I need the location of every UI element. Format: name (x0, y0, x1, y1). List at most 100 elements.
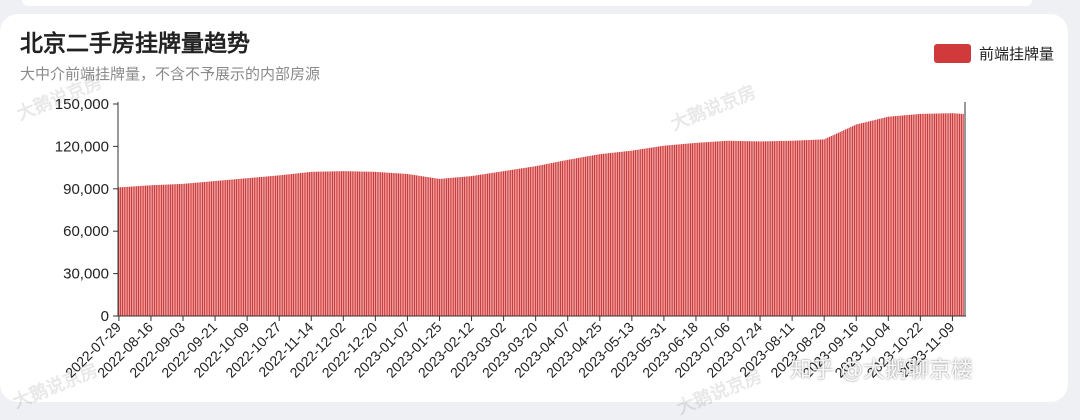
bar (472, 175, 474, 316)
bar (615, 152, 617, 316)
bar (698, 142, 701, 316)
bar (488, 173, 490, 316)
bar (486, 173, 489, 316)
bar (380, 172, 382, 316)
bar (811, 139, 813, 316)
bar (950, 113, 952, 316)
bar (157, 184, 159, 316)
bar (878, 118, 881, 316)
bar (305, 172, 307, 316)
bar (337, 171, 339, 316)
bar (490, 173, 492, 316)
bar (771, 141, 774, 316)
bar (372, 171, 375, 316)
bar (283, 174, 286, 316)
bar (143, 185, 145, 316)
bar (264, 176, 266, 316)
bar (730, 140, 733, 316)
bar (508, 170, 510, 316)
bar (581, 157, 583, 316)
bar (574, 158, 576, 316)
bar (634, 150, 637, 316)
bar (392, 173, 394, 316)
bar (435, 178, 437, 316)
bar (869, 121, 872, 316)
bar (405, 173, 407, 316)
bar (502, 171, 505, 316)
bar (531, 166, 533, 316)
bar (162, 184, 165, 316)
bar (812, 139, 815, 316)
bar (739, 141, 742, 316)
bar (333, 171, 336, 316)
bar (937, 113, 939, 316)
bar (706, 142, 708, 316)
legend[interactable]: 前端挂牌量 (934, 42, 1054, 64)
bar (714, 141, 717, 316)
bar (551, 163, 553, 316)
bar (168, 184, 170, 316)
bar (689, 143, 692, 316)
bar (353, 171, 355, 316)
bar (228, 179, 230, 316)
bar (540, 165, 542, 316)
bar (821, 139, 824, 316)
bar (907, 114, 909, 317)
bar (957, 113, 959, 316)
bar (641, 148, 644, 316)
bar (921, 113, 923, 316)
bar (396, 173, 398, 316)
bar (451, 177, 453, 316)
bar (748, 141, 751, 316)
bar (597, 154, 599, 316)
bar (262, 176, 264, 316)
bar (152, 185, 154, 316)
bar (194, 182, 197, 316)
bar (387, 172, 389, 316)
bar (901, 115, 904, 317)
bar (681, 144, 683, 316)
bar (324, 171, 327, 316)
bar (285, 174, 287, 316)
bar (716, 141, 718, 316)
bar (458, 177, 460, 316)
bar (536, 165, 539, 316)
bar (134, 186, 136, 316)
bar (274, 175, 277, 316)
bar (417, 175, 419, 316)
bar (390, 172, 393, 316)
bar (364, 171, 366, 316)
bar (447, 178, 450, 316)
bar (415, 175, 417, 316)
bar (356, 171, 359, 316)
bar (559, 161, 562, 316)
bar (805, 140, 808, 316)
bar (738, 140, 740, 316)
bar (850, 126, 852, 316)
bar (456, 177, 458, 316)
bar (378, 172, 380, 316)
bar (198, 182, 200, 316)
bar (406, 173, 409, 316)
bar (613, 152, 615, 316)
bar (841, 131, 843, 316)
bar (711, 141, 713, 316)
bar (643, 148, 645, 316)
bar (437, 178, 439, 316)
bar (535, 166, 537, 316)
bar (928, 113, 930, 316)
bar (816, 139, 818, 316)
bar (292, 173, 295, 316)
bar (944, 113, 946, 316)
bar (691, 143, 694, 316)
bar (736, 140, 738, 316)
bar (127, 186, 129, 316)
bar (946, 113, 948, 316)
bar (282, 174, 284, 316)
bar (203, 181, 206, 316)
bar (930, 113, 932, 316)
bar (125, 186, 127, 316)
bar (611, 152, 613, 316)
bar (128, 186, 131, 316)
bar (862, 122, 865, 317)
